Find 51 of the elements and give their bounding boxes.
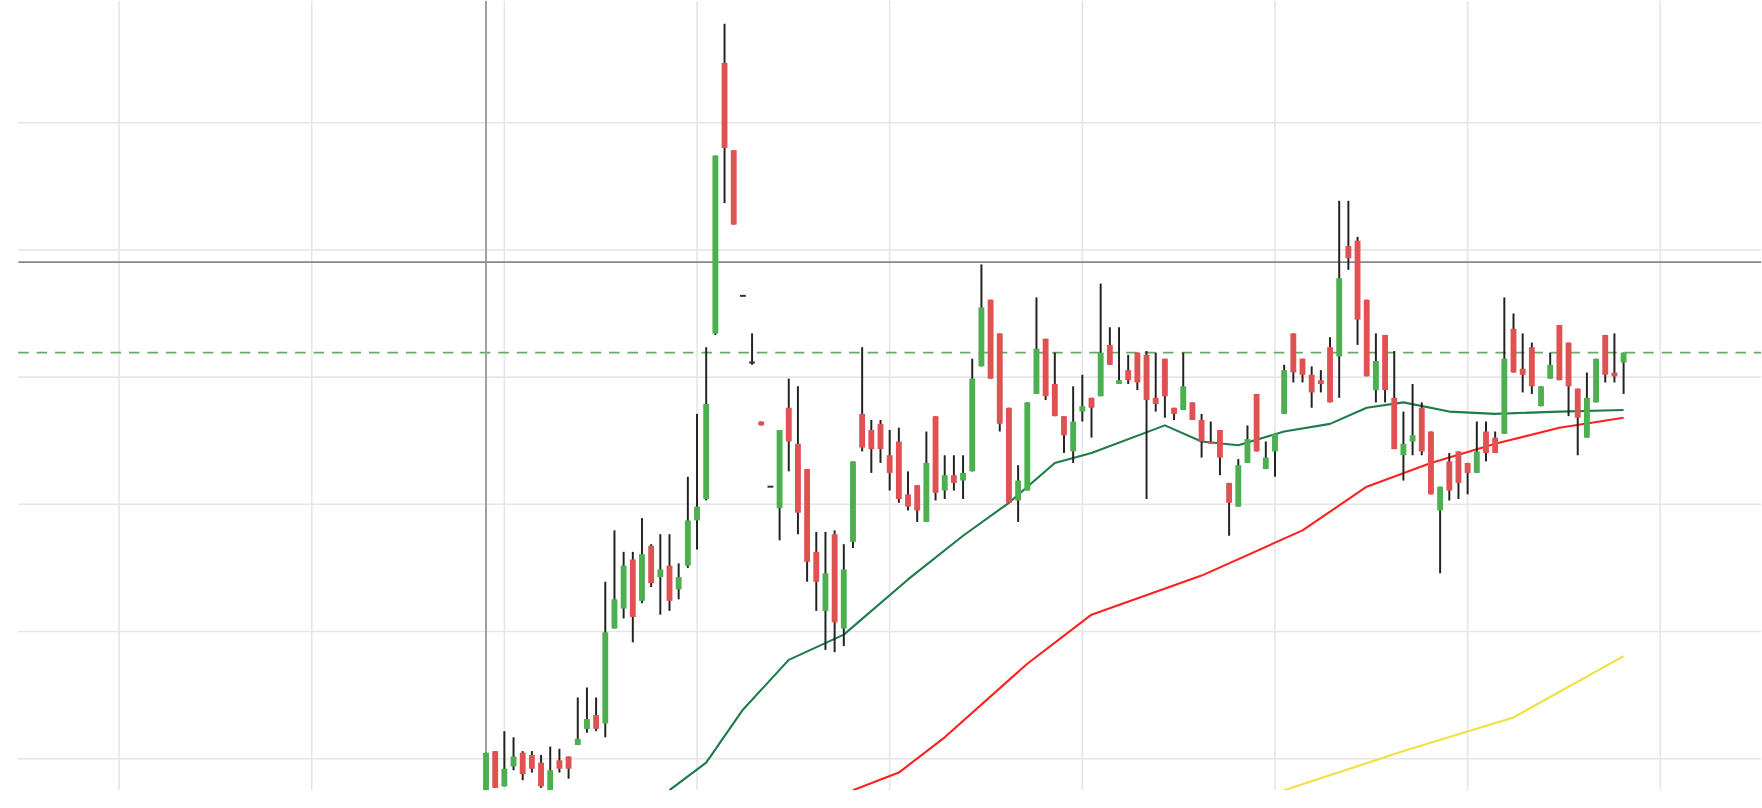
candlestick — [1116, 326, 1122, 385]
candlestick — [1070, 385, 1077, 464]
candlestick — [1290, 332, 1297, 384]
candlestick — [1473, 420, 1480, 474]
candlestick — [620, 550, 627, 620]
candlestick — [785, 377, 792, 473]
candlestick — [1125, 353, 1132, 385]
candlestick — [565, 755, 572, 780]
candlestick — [1106, 326, 1113, 366]
candlestick — [1281, 363, 1288, 415]
candlestick — [501, 730, 508, 788]
candlestick — [694, 412, 700, 551]
candlestick — [684, 475, 691, 569]
candlestick — [859, 346, 866, 453]
candlestick — [593, 696, 600, 733]
candlestick — [574, 696, 581, 746]
candlestick — [1372, 332, 1379, 404]
candlestick — [648, 543, 655, 588]
candlestick — [556, 747, 563, 774]
candlestick — [547, 745, 554, 791]
candlestick — [950, 454, 957, 492]
candlestick — [1345, 199, 1352, 271]
candlestick — [1061, 415, 1067, 454]
candlestick — [1152, 351, 1159, 413]
candlestick — [1547, 351, 1554, 380]
candlestick — [1226, 481, 1233, 537]
candlestick — [1437, 485, 1444, 575]
candlestick — [1620, 351, 1627, 395]
candlestick — [492, 749, 499, 789]
candlestick — [657, 533, 664, 616]
candlestick — [1574, 387, 1581, 457]
candlestick — [1272, 432, 1278, 478]
candlestick — [1198, 412, 1205, 459]
candlestick — [1409, 382, 1416, 457]
candlestick — [748, 332, 756, 366]
candlestick — [1180, 351, 1187, 411]
candlestick — [1079, 373, 1086, 423]
candlestick — [941, 454, 948, 500]
candlestick — [1528, 341, 1535, 395]
candlestick — [675, 562, 682, 601]
candlestick — [1400, 410, 1407, 482]
candlestick — [1602, 333, 1609, 384]
candlestick — [1097, 282, 1104, 398]
candlestick — [1161, 357, 1168, 419]
candlestick — [1446, 451, 1453, 502]
candlestick — [960, 454, 966, 500]
candlestick — [639, 516, 645, 605]
candlestick — [584, 686, 590, 734]
candlestick — [1464, 461, 1471, 496]
candlestick — [1262, 440, 1269, 470]
candlestick — [1235, 457, 1242, 508]
